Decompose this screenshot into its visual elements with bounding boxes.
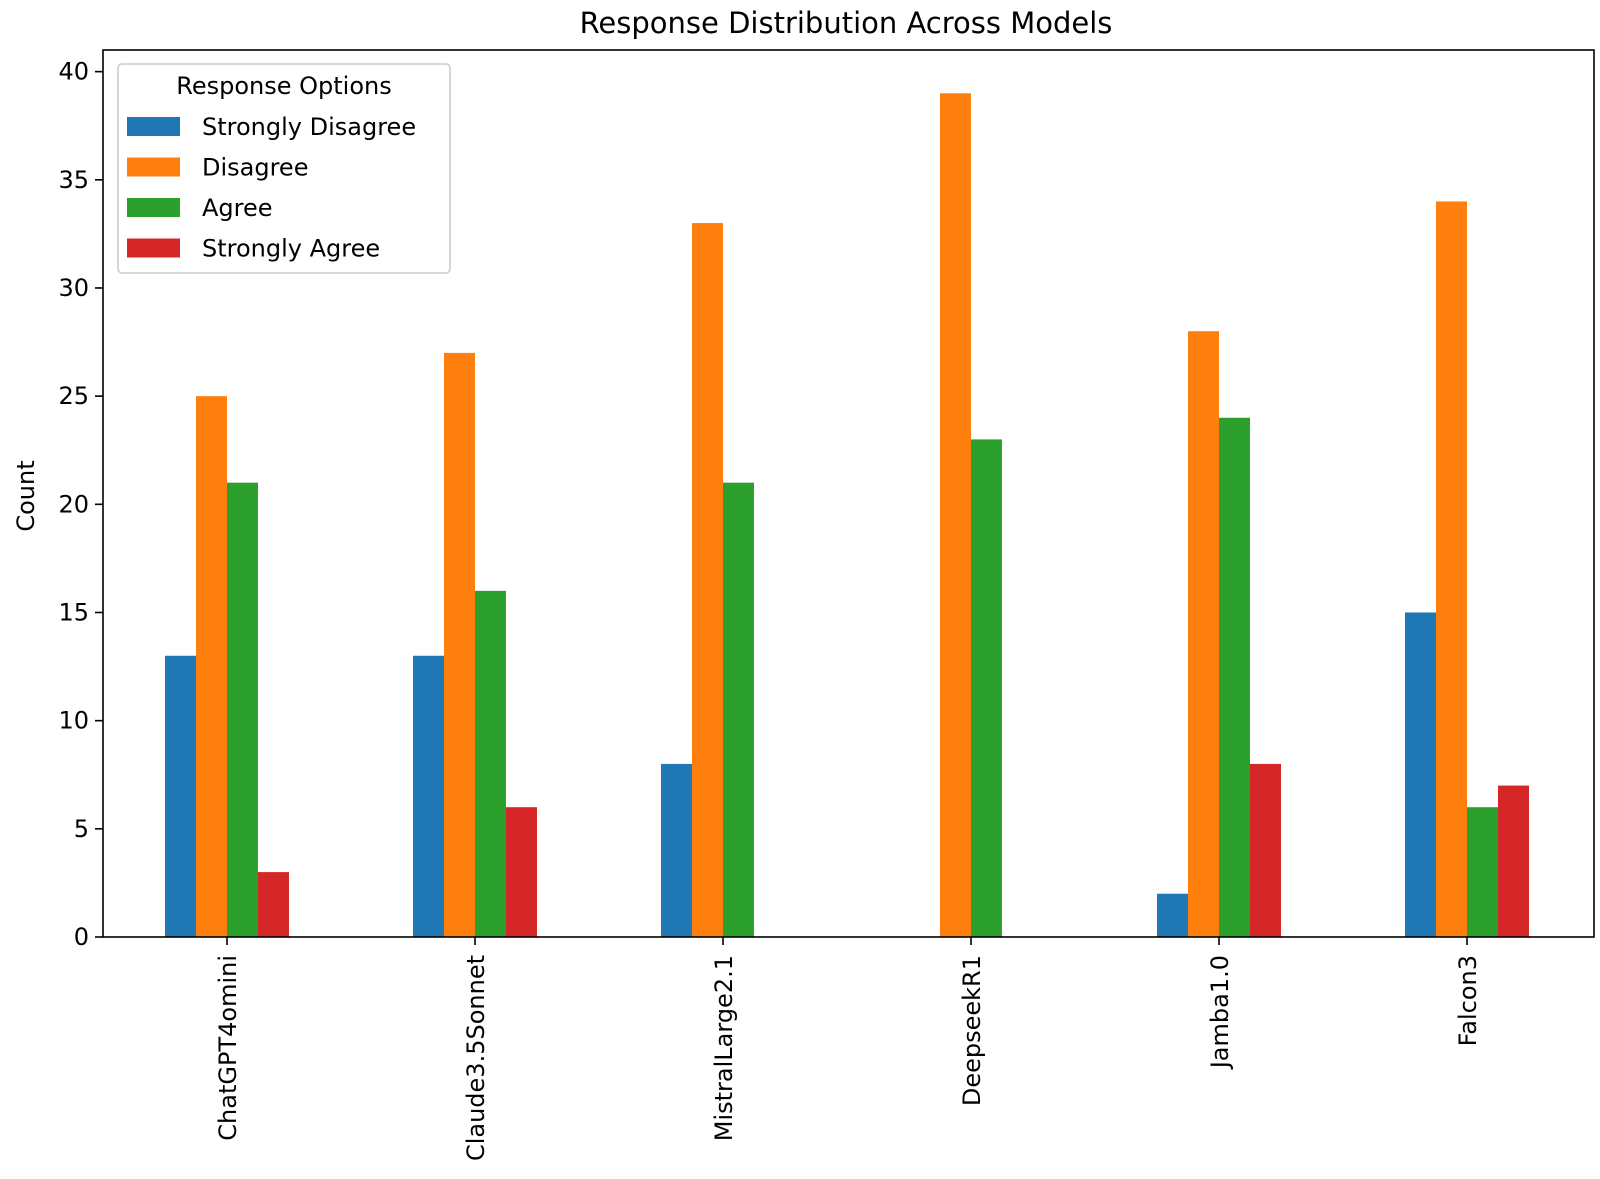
y-tick-label: 30: [58, 274, 89, 302]
y-tick-label: 25: [58, 382, 89, 410]
bar-agree-chatgpt4omini: [227, 482, 258, 937]
bar-strongly-agree-falcon3: [1498, 785, 1529, 937]
bar-agree-deepseekr1: [971, 439, 1002, 937]
legend-box: [117, 63, 451, 274]
bar-strongly-disagree-jamba1-0: [1157, 893, 1188, 937]
bar-disagree-jamba1-0: [1188, 331, 1219, 937]
y-tick-label: 20: [58, 490, 89, 518]
y-tick-label: 40: [58, 58, 89, 86]
bars-group: [165, 93, 1529, 937]
bar-agree-falcon3: [1467, 807, 1498, 937]
x-tick-label: MistralLarge2.1: [710, 955, 738, 1141]
y-tick-label: 0: [74, 923, 89, 951]
y-tick-label: 5: [74, 815, 89, 843]
y-axis-label: Count: [12, 460, 40, 531]
legend-swatch: [127, 238, 180, 258]
legend-label: Strongly Disagree: [202, 113, 416, 141]
y-tick-label: 35: [58, 166, 89, 194]
bar-strongly-disagree-mistrallarge2-1: [661, 763, 692, 937]
legend-label: Agree: [202, 194, 273, 222]
x-axis-ticks: ChatGPT4omini Claude3.5Sonnet MistralLarge…: [214, 937, 1482, 1161]
legend-label: Disagree: [202, 154, 308, 182]
x-tick-label: Falcon3: [1454, 955, 1482, 1046]
bar-strongly-disagree-falcon3: [1405, 612, 1436, 937]
bar-disagree-falcon3: [1436, 201, 1467, 937]
legend-label: Strongly Agree: [202, 235, 380, 263]
legend-swatch: [127, 117, 180, 136]
legend-swatch: [127, 198, 180, 217]
bar-disagree-chatgpt4omini: [196, 396, 227, 937]
y-tick-label: 10: [58, 707, 89, 735]
chart-title: Response Distribution Across Models: [580, 6, 1113, 40]
x-tick-label: Jamba1.0: [1206, 955, 1234, 1070]
x-tick-label: DeepseekR1: [958, 955, 986, 1106]
legend-swatch: [127, 157, 180, 177]
y-tick-label: 15: [58, 598, 89, 626]
bar-disagree-claude3-5sonnet: [444, 352, 475, 937]
y-axis-ticks: 0 5 10 15 20 25 30 35 40: [58, 58, 103, 951]
x-tick-label: Claude3.5Sonnet: [462, 955, 490, 1161]
legend-title: Response Options: [176, 72, 392, 100]
x-tick-label: ChatGPT4omini: [214, 955, 242, 1141]
plot-frame: [102, 49, 1595, 938]
bar-strongly-disagree-chatgpt4omini: [165, 655, 196, 937]
bar-agree-jamba1-0: [1219, 417, 1250, 937]
bar-agree-mistrallarge2-1: [723, 482, 754, 937]
bar-disagree-deepseekr1: [940, 93, 971, 937]
bar-strongly-agree-chatgpt4omini: [258, 872, 289, 937]
bar-strongly-disagree-claude3-5sonnet: [413, 655, 444, 937]
bar-strongly-agree-claude3-5sonnet: [506, 807, 537, 937]
legend-items: Strongly Disagree Disagree Agree Strongly A…: [127, 113, 416, 263]
bar-strongly-agree-jamba1-0: [1250, 763, 1281, 937]
legend: Response Options Strongly Disagree Disagr…: [117, 63, 451, 274]
bar-agree-claude3-5sonnet: [475, 590, 506, 937]
bar-disagree-mistrallarge2-1: [692, 223, 723, 937]
